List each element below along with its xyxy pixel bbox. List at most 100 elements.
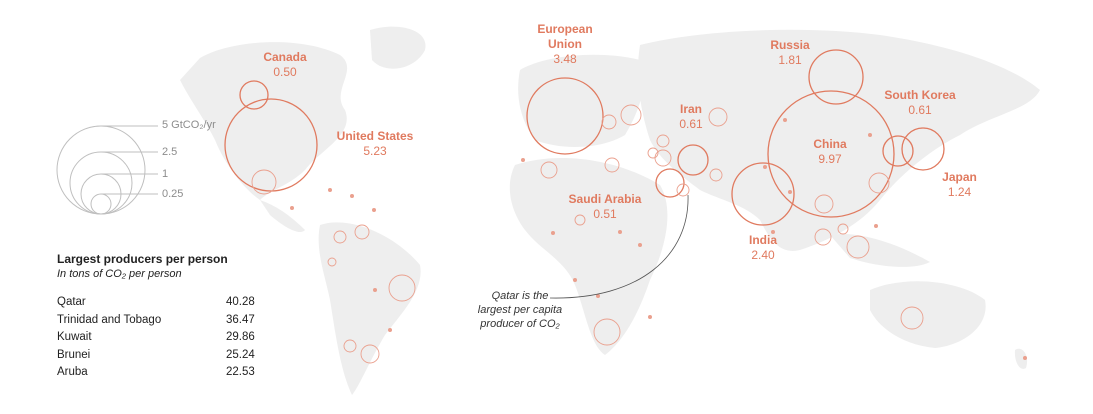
bubble-iran[interactable] <box>677 144 709 176</box>
label-saudi-arabia-name: Saudi Arabia <box>568 192 642 206</box>
row-value: 40.28 <box>226 296 255 308</box>
row-country: Trinidad and Tobago <box>57 313 162 326</box>
table-row: Kuwait 29.86 <box>57 331 267 349</box>
legend-label-5: 5 GtCO₂/yr <box>162 119 216 131</box>
annotation-leader <box>549 194 689 299</box>
major-bubbles <box>224 49 945 226</box>
row-country: Aruba <box>57 366 88 378</box>
bubble-thailand[interactable] <box>814 194 834 214</box>
row-value: 36.47 <box>226 313 255 326</box>
annotation-line-2: largest per capita <box>477 304 563 316</box>
dot-north-korea <box>868 133 872 137</box>
tiny-dots <box>290 118 1027 360</box>
land-greenland <box>370 26 426 69</box>
bubble-india[interactable] <box>731 162 795 226</box>
scale-legend <box>56 125 158 215</box>
dot-jamaica <box>350 194 354 198</box>
minor-bubbles <box>251 104 924 364</box>
bubble-mexico[interactable] <box>251 169 277 195</box>
bubble-japan[interactable] <box>901 127 945 171</box>
label-european-union-name: European Union <box>537 22 593 51</box>
dot-sri-lanka <box>771 230 775 234</box>
land-europe <box>518 54 645 147</box>
label-united-states: United States 5.23 <box>325 129 425 159</box>
label-japan-value: 1.24 <box>947 185 972 199</box>
bubble-russia[interactable] <box>808 49 864 105</box>
land-new-zealand <box>1014 348 1028 369</box>
row-value: 22.53 <box>226 366 255 378</box>
dot-ghana <box>551 231 555 235</box>
bubble-south-africa[interactable] <box>593 318 621 346</box>
dot-bolivia <box>373 288 377 292</box>
label-canada-name: Canada <box>263 50 307 64</box>
bubble-uzbekistan[interactable] <box>647 147 659 159</box>
label-south-korea-value: 0.61 <box>908 103 932 117</box>
label-russia-value: 1.81 <box>778 53 802 67</box>
bubble-saudi-arabia[interactable] <box>655 168 685 198</box>
bubble-argentina[interactable] <box>360 344 380 364</box>
legend-circle-2-5 <box>69 151 133 215</box>
bubble-south-korea[interactable] <box>882 135 914 167</box>
row-country: Qatar <box>57 296 86 308</box>
label-european-union-value: 3.48 <box>553 52 577 66</box>
bubble-turkey[interactable] <box>620 104 642 126</box>
row-value: 25.24 <box>226 348 255 361</box>
bubble-chile[interactable] <box>343 339 357 353</box>
bubble-algeria[interactable] <box>540 161 558 179</box>
dot-angola <box>573 278 577 282</box>
label-european-union: European Union 3.48 <box>525 22 605 67</box>
per-person-table: Qatar 40.28 Trinidad and Tobago 36.47 Ku… <box>57 296 267 384</box>
bubble-ukraine[interactable] <box>601 114 617 130</box>
bubble-kazakhstan[interactable] <box>708 107 728 127</box>
row-value: 29.86 <box>226 331 255 343</box>
label-south-korea-name: South Korea <box>884 88 956 102</box>
bubble-peru[interactable] <box>327 257 337 267</box>
dot-madagascar <box>648 315 652 319</box>
bubble-pakistan[interactable] <box>709 168 723 182</box>
bubble-united-states[interactable] <box>224 98 318 192</box>
dot-new-zealand <box>1023 356 1027 360</box>
land-asia <box>638 29 1040 251</box>
bubble-european-union[interactable] <box>526 77 604 155</box>
label-china-value: 9.97 <box>818 152 842 166</box>
bubble-china[interactable] <box>767 90 895 218</box>
bubble-nigeria[interactable] <box>574 214 586 226</box>
annotation-line-3: producer of CO₂ <box>480 318 560 330</box>
land-southeast-asia <box>830 234 930 267</box>
bubble-brazil[interactable] <box>388 274 416 302</box>
bubble-vietnam[interactable] <box>814 228 832 246</box>
dot-bangladesh <box>788 190 792 194</box>
legend-circle-0-25 <box>90 193 112 215</box>
row-country: Brunei <box>57 348 91 361</box>
bubble-egypt[interactable] <box>604 157 620 173</box>
bubble-malaysia[interactable] <box>837 223 849 235</box>
legend-label-0-25: 0.25 <box>162 188 184 200</box>
bubble-uae[interactable] <box>676 183 690 197</box>
label-japan: Japan 1.24 <box>932 170 987 200</box>
bubble-venezuela[interactable] <box>354 224 370 240</box>
bubble-taiwan[interactable] <box>868 172 890 194</box>
bubble-indonesia[interactable] <box>846 235 870 259</box>
bubble-turkmenistan[interactable] <box>656 134 670 148</box>
label-south-korea: South Korea 0.61 <box>875 88 965 118</box>
label-iran-value: 0.61 <box>679 117 703 131</box>
dot-nepal <box>763 165 767 169</box>
bubble-colombia[interactable] <box>333 230 347 244</box>
dot-uruguay <box>388 328 392 332</box>
dot-philippines <box>874 224 878 228</box>
annotation-line-1: Qatar is the <box>491 290 549 302</box>
dot-kenya <box>638 243 642 247</box>
land-south-america <box>318 222 421 395</box>
label-iran: Iran 0.61 <box>671 102 711 132</box>
label-canada: Canada 0.50 <box>250 50 320 80</box>
per-person-title: Largest producers per person <box>57 252 228 266</box>
legend-circle-5 <box>56 125 146 215</box>
label-saudi-arabia-value: 0.51 <box>593 207 617 221</box>
bubble-canada[interactable] <box>239 80 269 110</box>
row-country: Kuwait <box>57 331 92 343</box>
land-africa <box>509 157 668 355</box>
per-person-subtitle: In tons of CO₂ per person <box>57 268 182 280</box>
bubble-australia[interactable] <box>900 306 924 330</box>
table-row: Brunei 25.24 <box>57 349 267 367</box>
